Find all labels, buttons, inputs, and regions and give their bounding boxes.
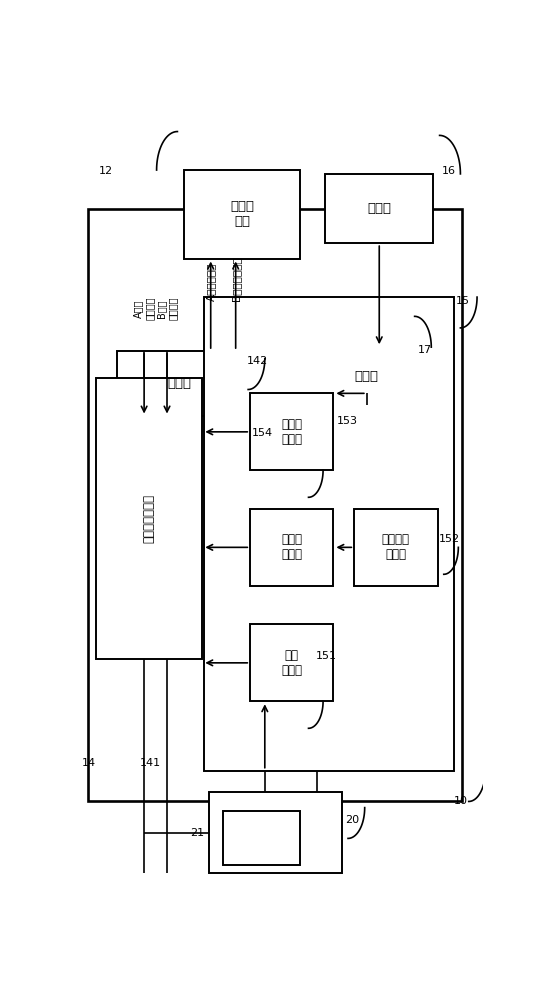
Text: 141: 141 [140,758,161,768]
Text: 频率
变更部: 频率 变更部 [281,649,302,677]
Text: 12: 12 [98,166,112,176]
Text: 占空比
变更部: 占空比 变更部 [281,533,302,561]
Text: 16: 16 [441,166,456,176]
Bar [96,378,202,659]
Text: A相用
驱动脉冲: A相用 驱动脉冲 [133,297,155,320]
Text: 20: 20 [345,815,359,825]
Text: 153: 153 [337,416,358,426]
Text: B相用驱动信号: B相用驱动信号 [231,256,241,301]
Text: 检测部: 检测部 [367,202,391,215]
Text: 存储部: 存储部 [355,370,379,383]
Text: 相位差
变更部: 相位差 变更部 [281,418,302,446]
Bar [88,209,462,801]
Text: 15: 15 [456,296,470,306]
Text: A相驱动信号: A相驱动信号 [206,263,216,301]
Text: 152: 152 [439,534,460,544]
Text: 升压部: 升压部 [168,377,192,390]
Text: 17: 17 [418,345,432,355]
Bar [117,351,242,416]
Bar [250,624,333,701]
Text: 151: 151 [316,651,337,661]
Text: 154: 154 [252,428,273,438]
Text: B相用
驱动脉冲: B相用 驱动脉冲 [156,297,178,320]
Bar [325,347,409,405]
Bar [250,393,333,470]
Text: 14: 14 [82,758,96,768]
Text: 振动波
马达: 振动波 马达 [230,200,254,228]
Text: 21: 21 [190,828,204,838]
Bar [205,297,454,771]
Text: 10: 10 [454,796,468,806]
Bar [250,509,333,586]
Text: 驱动脉冲生成部: 驱动脉冲生成部 [143,494,156,543]
Bar [208,792,342,873]
Bar [184,170,300,259]
Bar [223,811,300,865]
Text: 驱动电压
设定部: 驱动电压 设定部 [382,533,410,561]
Bar [325,174,433,243]
Text: 142: 142 [247,356,268,366]
Bar [354,509,438,586]
